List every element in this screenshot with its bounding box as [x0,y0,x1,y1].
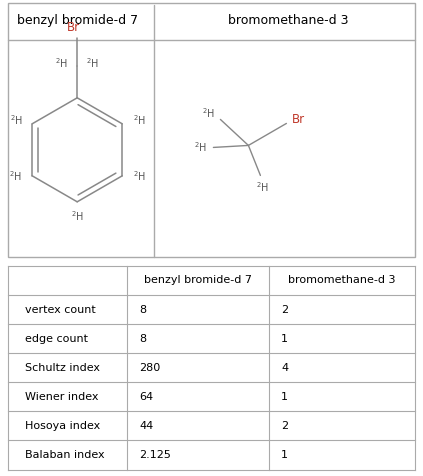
Text: 2: 2 [281,421,288,431]
Text: 2.125: 2.125 [140,450,171,460]
Text: 1: 1 [281,392,288,402]
Text: $^2$H: $^2$H [71,209,84,223]
Text: 1: 1 [281,450,288,460]
Text: Hosoya index: Hosoya index [25,421,101,431]
Text: 64: 64 [140,392,154,402]
Text: $^2$H: $^2$H [10,113,23,127]
Text: $^2$H: $^2$H [133,169,146,183]
Text: $^2$H: $^2$H [8,169,22,183]
Text: Balaban index: Balaban index [25,450,105,460]
Text: benzyl bromide-d 7: benzyl bromide-d 7 [16,14,138,27]
Text: 8: 8 [140,305,147,315]
Text: Wiener index: Wiener index [25,392,99,402]
Text: $^2$H: $^2$H [194,140,207,154]
Text: vertex count: vertex count [25,305,96,315]
Text: benzyl bromide-d 7: benzyl bromide-d 7 [144,276,252,286]
Text: Schultz index: Schultz index [25,363,100,373]
Text: edge count: edge count [25,334,88,344]
Text: bromomethane-d 3: bromomethane-d 3 [228,14,349,27]
Text: $^2$H: $^2$H [133,113,146,127]
Text: $^2$H: $^2$H [256,180,269,194]
Text: bromomethane-d 3: bromomethane-d 3 [288,276,396,286]
Text: 2: 2 [281,305,288,315]
Text: $^2$H: $^2$H [202,107,215,120]
Text: 280: 280 [140,363,161,373]
Text: 4: 4 [281,363,288,373]
Text: 44: 44 [140,421,154,431]
Text: $^2$H: $^2$H [86,56,99,69]
Text: Br: Br [292,113,305,126]
Text: $^2$H: $^2$H [55,56,68,69]
Text: Br: Br [67,21,80,34]
Text: 1: 1 [281,334,288,344]
Text: 8: 8 [140,334,147,344]
